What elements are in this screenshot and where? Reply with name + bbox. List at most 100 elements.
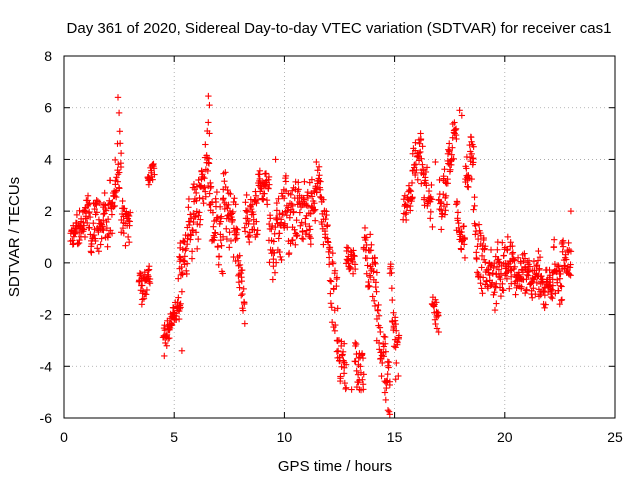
data-point	[446, 147, 453, 154]
data-point	[514, 254, 522, 261]
data-point	[205, 159, 212, 166]
data-point	[395, 332, 403, 339]
data-point	[273, 199, 281, 207]
data-point	[382, 396, 389, 404]
data-point	[236, 284, 243, 291]
data-point	[207, 183, 215, 190]
data-point	[302, 230, 309, 238]
data-point	[248, 201, 256, 208]
data-point	[82, 215, 90, 222]
data-point	[124, 233, 132, 241]
data-point	[381, 333, 389, 341]
data-point	[370, 297, 378, 304]
data-point	[256, 167, 264, 175]
data-point	[417, 130, 424, 137]
data-point	[178, 288, 186, 295]
data-point	[388, 285, 396, 292]
data-point	[473, 249, 480, 256]
data-point	[472, 222, 479, 229]
data-point	[254, 231, 261, 238]
data-point	[120, 229, 128, 237]
data-point	[313, 188, 320, 196]
data-point	[146, 280, 154, 287]
data-point	[109, 199, 116, 206]
data-point	[375, 301, 382, 309]
data-point	[180, 257, 187, 264]
data-point	[412, 161, 420, 168]
data-point	[328, 319, 336, 326]
data-point	[549, 282, 557, 289]
data-point	[205, 92, 212, 100]
data-point	[411, 169, 419, 177]
data-point	[188, 248, 196, 255]
data-point	[94, 245, 101, 252]
data-point	[493, 300, 500, 307]
data-point	[175, 294, 182, 301]
data-point	[474, 243, 481, 250]
data-point	[189, 227, 197, 234]
data-point	[337, 375, 344, 382]
data-point	[293, 216, 300, 224]
data-point	[555, 287, 562, 294]
data-point	[371, 259, 378, 266]
data-point	[454, 215, 461, 222]
data-point	[530, 285, 537, 292]
data-point	[479, 290, 486, 297]
data-point	[95, 248, 103, 255]
data-point	[432, 320, 439, 328]
data-point	[470, 206, 477, 213]
data-point	[215, 261, 222, 268]
data-point	[352, 339, 359, 347]
data-point	[367, 247, 375, 254]
data-point	[100, 217, 107, 224]
data-point	[126, 218, 133, 225]
data-point	[373, 269, 381, 276]
data-point	[205, 119, 212, 126]
data-point	[253, 218, 260, 225]
data-point	[306, 223, 313, 230]
data-point	[417, 135, 425, 143]
data-point	[507, 239, 514, 246]
x-tick-label: 25	[607, 429, 623, 445]
data-point	[298, 235, 306, 242]
data-point	[331, 327, 339, 335]
data-point	[374, 306, 381, 314]
data-point	[308, 193, 316, 200]
data-point	[98, 235, 105, 242]
data-point	[302, 220, 309, 228]
data-point	[472, 231, 479, 238]
data-point	[486, 271, 493, 279]
data-point	[455, 224, 462, 232]
data-point	[535, 247, 542, 255]
data-point	[395, 372, 402, 380]
data-point	[188, 255, 196, 262]
data-point	[548, 286, 556, 293]
data-point	[229, 208, 237, 216]
data-point	[567, 207, 575, 215]
data-point	[474, 269, 481, 276]
data-point	[359, 354, 367, 362]
data-point	[363, 234, 370, 241]
data-point	[323, 211, 330, 219]
data-point	[324, 222, 331, 229]
data-point	[231, 195, 238, 202]
data-point	[239, 290, 246, 298]
x-tick-label: 15	[387, 429, 403, 445]
data-point	[300, 196, 308, 203]
data-point	[550, 243, 558, 251]
data-point	[252, 192, 260, 199]
data-point	[406, 187, 414, 194]
data-point	[342, 384, 350, 391]
data-point	[290, 208, 297, 215]
data-point	[526, 263, 534, 270]
data-point	[295, 179, 302, 186]
x-tick-label: 0	[60, 429, 68, 445]
data-point	[409, 194, 416, 201]
data-point	[332, 321, 339, 329]
data-point	[270, 263, 277, 270]
y-tick-label: -6	[40, 410, 53, 426]
data-point	[419, 161, 426, 168]
data-point	[316, 177, 323, 184]
data-point	[316, 172, 323, 179]
data-point	[390, 343, 398, 350]
